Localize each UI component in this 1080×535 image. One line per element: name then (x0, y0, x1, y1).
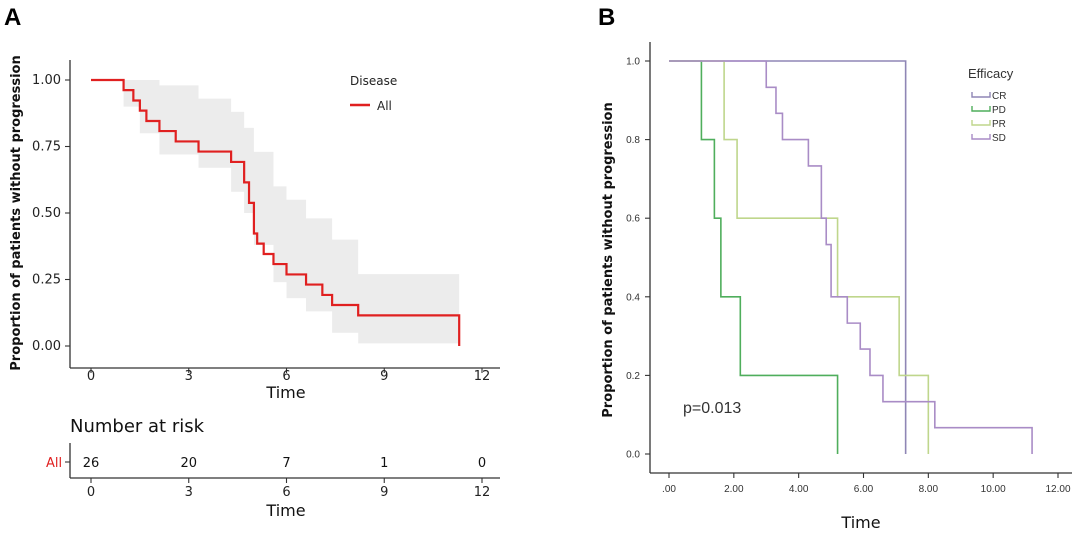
series-line-all (91, 78, 461, 346)
panel-a-y-tick-label: 0.50 (32, 206, 61, 221)
panel-a-x-tick-label: 3 (185, 369, 193, 384)
panel-b-x-tick-label: 12.00 (1045, 484, 1070, 495)
series-line-pr (669, 60, 930, 454)
legend-label-pd: PD (992, 105, 1006, 116)
confidence-band (91, 80, 460, 344)
panel-a-x-tick-label: 0 (87, 369, 95, 384)
legend-swatch-pr (971, 120, 991, 126)
panel-a-xlabel: Time (265, 383, 305, 402)
legend-swatch-cr (971, 92, 991, 98)
panel-a-legend-title: Disease (350, 74, 397, 88)
panel-b-ylabel: Proportion of patients without progressi… (601, 102, 616, 417)
risk-count: 1 (380, 456, 388, 471)
panel-b-y-tick-label: 0.0 (626, 450, 640, 461)
series-line-sd (669, 60, 1033, 454)
panel-a-label: A (4, 4, 21, 31)
risk-x-tick-label: 9 (380, 485, 388, 500)
risk-x-tick-label: 12 (474, 485, 491, 500)
panel-b-y-tick-label: 1.0 (626, 57, 640, 68)
panel-a-y-tick-label: 0.00 (32, 339, 61, 354)
panel-a-y-tick-label: 0.75 (32, 140, 61, 155)
risk-table-title: Number at risk (70, 416, 205, 437)
panel-b-plot: .00 2.00 4.00 6.00 8.00 10.00 12.00 0.0 0.2 0.4 0.… (626, 42, 1072, 495)
risk-x-tick-label: 3 (185, 485, 193, 500)
panel-b-xlabel: Time (840, 513, 880, 532)
panel-a-legend-label-all: All (377, 99, 392, 113)
legend-label-sd: SD (992, 133, 1006, 144)
series-line-pd (669, 60, 839, 454)
panel-a-x-tick-label: 12 (474, 369, 491, 384)
risk-count: 0 (478, 456, 486, 471)
panel-b-y-tick-label: 0.4 (626, 292, 640, 303)
panel-a-ylabel: Proportion of patients without progressi… (9, 55, 24, 370)
risk-x-tick-label: 0 (87, 485, 95, 500)
panel-a-x-tick-label: 6 (282, 369, 290, 384)
panel-a-y-tick-label: 1.00 (32, 73, 61, 88)
panel-b-pvalue: p=0.013 (683, 400, 741, 417)
legend-swatch-sd (971, 134, 991, 140)
panel-b-x-tick-label: 2.00 (724, 484, 744, 495)
series-line-cr (669, 60, 907, 454)
panel-b-x-tick-label: 10.00 (981, 484, 1006, 495)
risk-count: 7 (282, 456, 290, 471)
risk-table-row-label: All (46, 456, 62, 471)
panel-a-plot: 0 3 6 9 12 0.00 0.25 0.50 0.75 1.00 (32, 60, 500, 384)
panel-b-legend-title: Efficacy (968, 66, 1014, 81)
panel-b-label: B (598, 4, 615, 31)
panel-b-x-tick-label: .00 (662, 484, 676, 495)
panel-b-y-tick-label: 0.6 (626, 214, 640, 225)
risk-count: 20 (180, 456, 197, 471)
legend-label-cr: CR (992, 91, 1006, 102)
risk-x-tick-label: 6 (282, 485, 290, 500)
risk-table-xlabel: Time (265, 501, 305, 520)
panel-a-x-tick-label: 9 (380, 369, 388, 384)
legend-label-pr: PR (992, 119, 1006, 130)
panel-b-y-tick-label: 0.8 (626, 135, 640, 146)
legend-swatch-pd (971, 106, 991, 112)
panel-b-x-tick-label: 8.00 (919, 484, 939, 495)
risk-count: 26 (83, 456, 100, 471)
panel-a-y-tick-label: 0.25 (32, 273, 61, 288)
panel-b-y-tick-label: 0.2 (626, 371, 640, 382)
panel-b-legend: CR PD PR SD (971, 91, 1006, 144)
panel-b-x-tick-label: 6.00 (854, 484, 874, 495)
panel-b-x-tick-label: 4.00 (789, 484, 809, 495)
risk-table: 26 0 20 3 7 6 1 9 0 12 (65, 443, 500, 500)
